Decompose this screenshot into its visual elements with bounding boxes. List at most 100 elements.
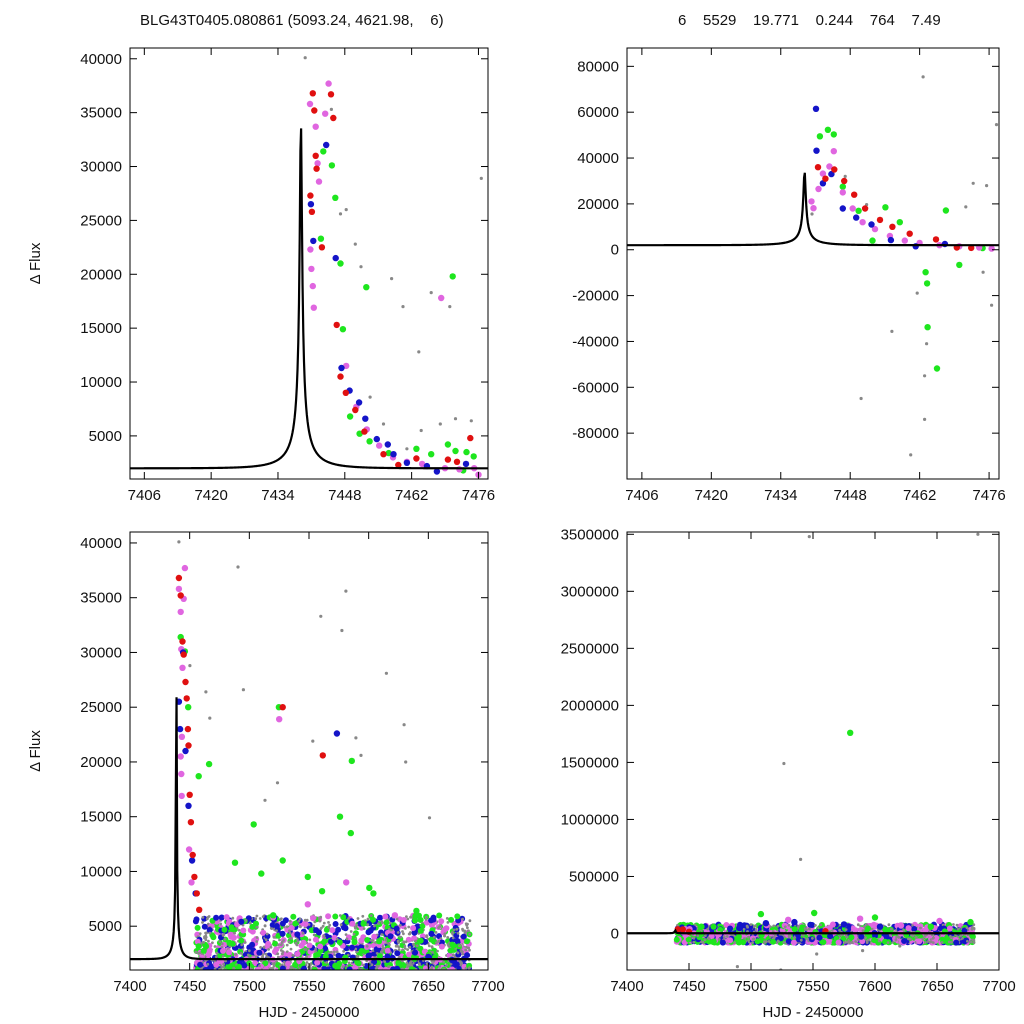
series-green bbox=[177, 633, 420, 919]
data-point-blue bbox=[338, 364, 345, 372]
data-point bbox=[859, 938, 866, 945]
data-point bbox=[345, 964, 349, 968]
data-point bbox=[394, 950, 401, 957]
data-point-green bbox=[927, 923, 934, 930]
data-point bbox=[340, 914, 347, 921]
data-point bbox=[776, 939, 780, 943]
x-tick-label: 7406 bbox=[128, 487, 161, 504]
data-point bbox=[321, 966, 328, 970]
data-point bbox=[255, 914, 259, 918]
data-point bbox=[205, 951, 212, 958]
data-point bbox=[295, 943, 299, 946]
data-point bbox=[685, 936, 692, 943]
data-point bbox=[388, 927, 391, 931]
data-point-gray bbox=[976, 532, 980, 536]
data-point bbox=[708, 933, 715, 940]
data-point bbox=[972, 923, 976, 927]
data-point bbox=[282, 917, 289, 924]
data-point bbox=[349, 920, 356, 927]
data-point bbox=[782, 941, 786, 944]
data-point-red bbox=[191, 873, 198, 881]
data-point bbox=[254, 917, 258, 921]
data-point bbox=[965, 926, 969, 930]
data-point-green bbox=[811, 909, 818, 917]
data-point bbox=[791, 926, 798, 933]
data-point-red bbox=[193, 890, 200, 897]
data-point bbox=[451, 931, 454, 935]
data-point bbox=[355, 923, 359, 927]
y-tick-label: 40000 bbox=[80, 51, 122, 68]
data-point-gray bbox=[782, 761, 786, 766]
data-point-red bbox=[380, 451, 387, 458]
data-point bbox=[394, 944, 398, 948]
data-point bbox=[953, 939, 960, 946]
data-point bbox=[310, 915, 316, 922]
data-point-green bbox=[452, 447, 459, 455]
data-point bbox=[278, 938, 281, 942]
data-point-green bbox=[839, 183, 846, 190]
data-point bbox=[752, 937, 756, 941]
series-blue bbox=[812, 105, 949, 250]
x-tick-label: 7420 bbox=[194, 487, 227, 504]
data-point bbox=[308, 938, 312, 942]
data-point bbox=[923, 935, 927, 938]
data-point bbox=[446, 943, 450, 946]
data-point bbox=[428, 930, 435, 937]
data-point bbox=[466, 946, 470, 950]
data-point bbox=[844, 933, 848, 937]
data-point bbox=[407, 925, 411, 929]
y-tick-label: 40000 bbox=[577, 150, 619, 167]
y-tick-label: 2500000 bbox=[561, 640, 619, 657]
dense-points bbox=[192, 912, 473, 970]
data-point-blue bbox=[887, 236, 895, 244]
y-axis-label: Δ Flux bbox=[27, 242, 44, 284]
data-point bbox=[369, 939, 373, 942]
data-point-magenta bbox=[849, 205, 856, 212]
data-point bbox=[412, 912, 419, 919]
data-point-gray bbox=[923, 417, 927, 421]
data-point bbox=[322, 953, 329, 960]
data-point-gray bbox=[981, 270, 985, 274]
data-point-gray bbox=[799, 857, 803, 862]
data-point bbox=[459, 963, 462, 967]
data-point-gray bbox=[368, 395, 372, 399]
data-point-gray bbox=[964, 205, 968, 209]
data-point-green bbox=[231, 859, 239, 866]
data-point-blue bbox=[828, 170, 835, 178]
data-point-magenta bbox=[177, 608, 184, 616]
data-point-magenta bbox=[175, 585, 183, 593]
data-point-green bbox=[463, 448, 470, 456]
data-point-green bbox=[347, 829, 354, 837]
data-point bbox=[445, 917, 449, 920]
data-point bbox=[262, 966, 269, 970]
data-point bbox=[228, 933, 235, 940]
data-point bbox=[226, 949, 233, 956]
data-point-red bbox=[444, 456, 452, 463]
data-point-green bbox=[698, 923, 705, 930]
data-point bbox=[250, 967, 254, 970]
data-point bbox=[432, 959, 436, 963]
data-point bbox=[696, 934, 700, 937]
data-point bbox=[365, 944, 369, 948]
x-tick-label: 7500 bbox=[233, 978, 266, 995]
data-point bbox=[195, 943, 202, 950]
data-point bbox=[275, 929, 278, 932]
data-point bbox=[797, 924, 800, 928]
data-point bbox=[808, 927, 811, 931]
data-point-magenta bbox=[343, 879, 350, 886]
data-point bbox=[363, 963, 370, 969]
data-point-green bbox=[328, 162, 336, 169]
data-point bbox=[213, 967, 217, 970]
data-point-red bbox=[413, 455, 420, 462]
y-tick-label: 40000 bbox=[80, 535, 122, 552]
data-point bbox=[371, 933, 378, 940]
data-point bbox=[754, 928, 758, 931]
data-point-red bbox=[342, 389, 349, 396]
data-point bbox=[305, 961, 309, 964]
series-magenta bbox=[306, 80, 482, 478]
data-point bbox=[369, 914, 373, 917]
data-point-green bbox=[258, 870, 265, 877]
data-point-green bbox=[967, 918, 974, 926]
data-point-magenta bbox=[936, 917, 943, 925]
data-point-red bbox=[453, 458, 461, 465]
